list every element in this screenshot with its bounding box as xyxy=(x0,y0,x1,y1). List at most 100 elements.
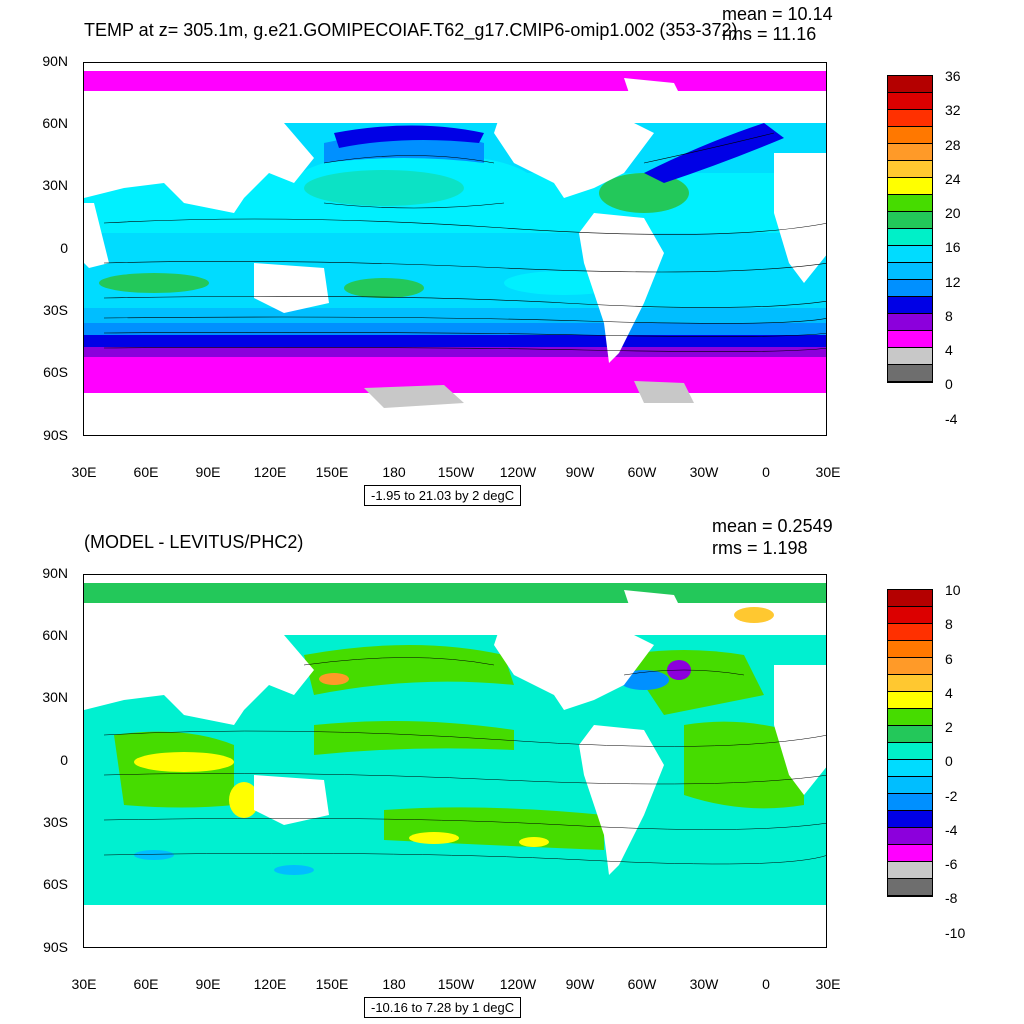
mean-stat: mean = 0.2549 xyxy=(712,516,833,536)
lon-label-60e: 60E xyxy=(133,464,159,480)
lon-label-90e: 90E xyxy=(195,464,221,480)
contour-range-note: -1.95 to 21.03 by 2 degC xyxy=(364,485,522,506)
colorbar-swatch xyxy=(888,161,932,178)
lon-label-90w: 90W xyxy=(565,464,595,480)
colorbar-label: -6 xyxy=(945,856,958,872)
antarctic-band xyxy=(84,357,826,393)
colorbar-label: 6 xyxy=(945,651,953,667)
lon-label-30e-end: 30E xyxy=(815,976,841,992)
colorbar-label: -2 xyxy=(945,788,958,804)
colorbar-swatch xyxy=(888,743,932,760)
colorbar-label: 24 xyxy=(945,171,961,187)
colorbar-swatch xyxy=(888,590,932,607)
colorbar-swatch xyxy=(888,794,932,811)
lon-label-90e: 90E xyxy=(195,976,221,992)
colorbar-swatch xyxy=(888,692,932,709)
colorbar-swatch xyxy=(888,365,932,382)
colorbar-label: -4 xyxy=(945,411,958,427)
colorbar-label: 2 xyxy=(945,719,953,735)
colorbar-swatch xyxy=(888,760,932,777)
lat-label-90s: 90S xyxy=(43,939,68,955)
colorbar-swatch xyxy=(888,641,932,658)
lon-label-60w: 60W xyxy=(627,976,657,992)
colorbar-swatch xyxy=(888,76,932,93)
colorbar-label: 10 xyxy=(945,582,961,598)
lon-label-150w: 150W xyxy=(437,976,475,992)
colorbar-label: 20 xyxy=(945,205,961,221)
colorbar-label: 0 xyxy=(945,753,953,769)
north-america-land xyxy=(494,103,654,198)
colorbar-swatch xyxy=(888,93,932,110)
colorbar-label: 12 xyxy=(945,274,961,290)
lon-label-120e: 120E xyxy=(253,464,287,480)
colorbar-label: 0 xyxy=(945,376,953,392)
colorbar-swatch xyxy=(888,726,932,743)
lat-label-30n: 30N xyxy=(42,689,68,705)
colorbar-swatch xyxy=(888,845,932,862)
colorbar-swatch xyxy=(888,777,932,794)
anomaly-colorbar xyxy=(887,589,933,897)
panel-title: (MODEL - LEVITUS/PHC2) xyxy=(84,532,304,552)
colorbar-label: 28 xyxy=(945,137,961,153)
lon-label-150e: 150E xyxy=(315,976,349,992)
lon-label-30e: 30E xyxy=(71,976,97,992)
temperature-map-svg xyxy=(84,63,826,435)
colorbar-swatch xyxy=(888,212,932,229)
antarctica-land xyxy=(84,393,826,435)
southern-front-band xyxy=(84,335,826,349)
colorbar-swatch xyxy=(888,246,932,263)
colorbar-label: -8 xyxy=(945,890,958,906)
lat-label-0: 0 xyxy=(60,240,68,256)
arctic-band xyxy=(84,71,826,91)
colorbar-swatch xyxy=(888,314,932,331)
colorbar-label: 36 xyxy=(945,68,961,84)
south-america-land xyxy=(579,213,664,363)
colorbar-swatch xyxy=(888,348,932,365)
greenland-land xyxy=(624,78,684,108)
lon-label-150e: 150E xyxy=(315,464,349,480)
colorbar-label: -4 xyxy=(945,822,958,838)
lon-label-30w: 30W xyxy=(689,976,719,992)
anomaly-panel: (MODEL - LEVITUS/PHC2) mean = 0.2549 rms… xyxy=(0,512,1024,1024)
lon-label-90w: 90W xyxy=(565,976,595,992)
colorbar-label: 32 xyxy=(945,102,961,118)
contour-range-note: -10.16 to 7.28 by 1 degC xyxy=(364,997,522,1018)
panel-title: TEMP at z= 305.1m, g.e21.GOMIPECOIAF.T62… xyxy=(84,20,738,40)
colorbar-swatch xyxy=(888,263,932,280)
colorbar-swatch xyxy=(888,624,932,641)
lon-label-30e: 30E xyxy=(71,464,97,480)
lat-label-90n: 90N xyxy=(42,53,68,69)
lon-label-180: 180 xyxy=(382,464,406,480)
lon-label-60w: 60W xyxy=(627,464,657,480)
eurasia-land xyxy=(84,93,314,213)
lat-label-0: 0 xyxy=(60,752,68,768)
lon-label-120e: 120E xyxy=(253,976,287,992)
lat-label-60s: 60S xyxy=(43,876,68,892)
anomaly-map-svg xyxy=(84,575,826,947)
colorbar-swatch xyxy=(888,110,932,127)
colorbar-swatch xyxy=(888,811,932,828)
lat-label-30n: 30N xyxy=(42,177,68,193)
temperature-map xyxy=(83,62,827,436)
colorbar-swatch xyxy=(888,127,932,144)
lat-label-60s: 60S xyxy=(43,364,68,380)
colorbar-swatch xyxy=(888,195,932,212)
lon-label-120w: 120W xyxy=(499,464,537,480)
lat-label-90n: 90N xyxy=(42,565,68,581)
colorbar-label: 4 xyxy=(945,685,953,701)
colorbar-label: 16 xyxy=(945,239,961,255)
colorbar-swatch xyxy=(888,607,932,624)
rms-stat: rms = 1.198 xyxy=(712,538,808,558)
colorbar-swatch xyxy=(888,297,932,314)
colorbar-swatch xyxy=(888,331,932,348)
colorbar-swatch xyxy=(888,879,932,896)
lat-label-60n: 60N xyxy=(42,115,68,131)
arctic-band xyxy=(84,583,826,603)
lat-label-30s: 30S xyxy=(43,302,68,318)
colorbar-swatch xyxy=(888,178,932,195)
colorbar-swatch xyxy=(888,658,932,675)
colorbar-swatch xyxy=(888,862,932,879)
colorbar-label: 8 xyxy=(945,616,953,632)
africa-land xyxy=(774,153,826,283)
lat-label-60n: 60N xyxy=(42,627,68,643)
